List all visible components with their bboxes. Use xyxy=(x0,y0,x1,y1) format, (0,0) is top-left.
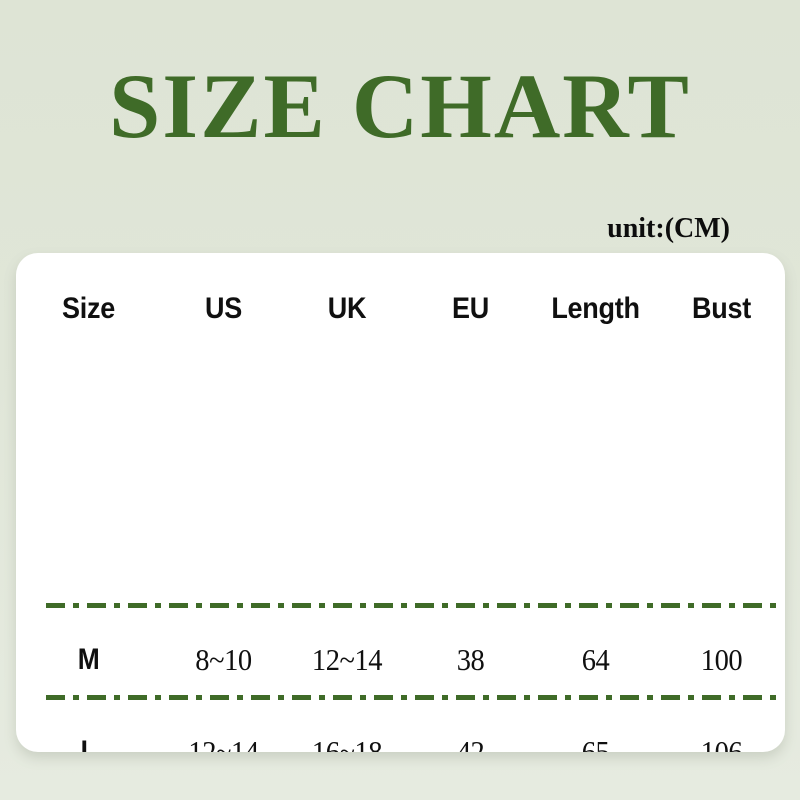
cell-size: M xyxy=(77,643,100,676)
cell-us: 8~10 xyxy=(195,642,252,677)
table-header-row: Size US UK EU Length Bust xyxy=(16,281,785,337)
column-header-bust: Bust xyxy=(692,292,751,325)
page-title: SIZE CHART xyxy=(109,55,691,157)
row-divider xyxy=(46,695,777,700)
row-divider xyxy=(46,603,777,608)
cell-us: 12~14 xyxy=(188,734,259,752)
cell-length: 64 xyxy=(581,642,610,677)
cell-eu: 42 xyxy=(456,734,485,752)
table-row: L 12~14 16~18 42 65 106 xyxy=(16,723,785,752)
cell-bust: 100 xyxy=(700,642,743,677)
column-header-length: Length xyxy=(551,292,640,325)
cell-uk: 12~14 xyxy=(311,642,383,677)
cell-bust: 106 xyxy=(700,734,743,752)
size-chart-card: Size US UK EU Length Bust M 8~10 12~14 3… xyxy=(16,253,785,752)
cell-eu: 38 xyxy=(456,642,485,677)
column-header-uk: UK xyxy=(327,292,367,325)
unit-label: unit:(CM) xyxy=(607,213,730,244)
cell-uk: 16~18 xyxy=(311,734,383,752)
size-chart-table: Size US UK EU Length Bust M 8~10 12~14 3… xyxy=(16,253,785,752)
table-row: M 8~10 12~14 38 64 100 xyxy=(16,631,785,689)
cell-size: L xyxy=(80,735,97,752)
column-header-eu: EU xyxy=(452,292,489,325)
column-header-us: US xyxy=(205,292,242,325)
column-header-size: Size xyxy=(62,292,115,325)
cell-length: 65 xyxy=(581,734,610,752)
